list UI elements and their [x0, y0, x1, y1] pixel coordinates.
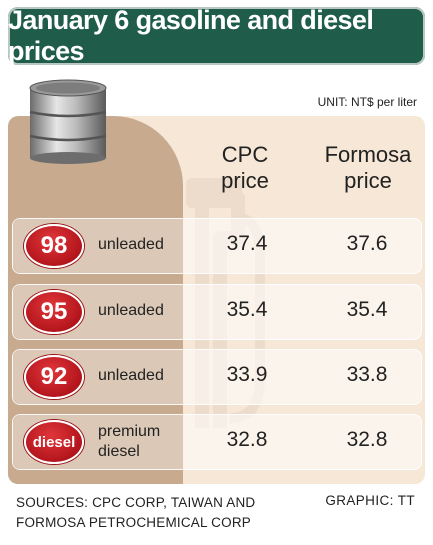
- cpc-price: 33.9: [226, 363, 268, 386]
- chart-title: January 6 gasoline and diesel prices: [8, 5, 374, 66]
- title-bar: January 6 gasoline and diesel prices: [8, 5, 425, 66]
- column-header-word: Formosa: [324, 142, 412, 167]
- diesel-badge: diesel: [24, 420, 84, 464]
- fuel-label: unleaded: [98, 366, 164, 386]
- fuel-label-line1: unleaded: [98, 236, 164, 253]
- unit-note: UNIT: NT$ per liter: [317, 95, 417, 109]
- column-header-word: price: [344, 168, 392, 193]
- cpc-price: 35.4: [226, 298, 268, 321]
- fuel-label-line1: unleaded: [98, 302, 164, 319]
- formosa-price: 32.8: [346, 428, 388, 451]
- table-row: diesel premium diesel 32.8 32.8: [12, 414, 422, 470]
- cpc-price: 32.8: [226, 428, 268, 451]
- column-header-cpc: CPC price: [200, 142, 290, 194]
- table-row: 98 unleaded 37.4 37.6: [12, 218, 422, 274]
- column-header-word: CPC: [221, 142, 269, 167]
- fuel-label: unleaded: [98, 235, 164, 255]
- octane-98-badge: 98: [24, 224, 84, 268]
- formosa-price: 33.8: [346, 363, 388, 386]
- octane-92-badge: 92: [24, 355, 84, 399]
- graphic-credit: GRAPHIC: TT: [325, 493, 415, 508]
- fuel-label-line2: diesel: [98, 443, 140, 460]
- octane-95-badge: 95: [24, 290, 84, 334]
- formosa-price: 35.4: [346, 298, 388, 321]
- sources-line2: FORMOSA PETROCHEMICAL CORP: [16, 515, 251, 530]
- table-row: 92 unleaded 33.9 33.8: [12, 349, 422, 405]
- oil-barrel-icon: [29, 79, 107, 164]
- fuel-label: premium diesel: [98, 422, 160, 462]
- cpc-price: 37.4: [226, 232, 268, 255]
- fuel-label: unleaded: [98, 301, 164, 321]
- formosa-price: 37.6: [346, 232, 388, 255]
- sources-note: SOURCES: CPC CORP, TAIWAN AND FORMOSA PE…: [16, 493, 255, 533]
- column-header-formosa: Formosa price: [318, 142, 418, 194]
- column-header-word: price: [221, 168, 269, 193]
- fuel-label-line1: premium: [98, 423, 161, 440]
- fuel-label-line1: unleaded: [98, 367, 164, 384]
- table-row: 95 unleaded 35.4 35.4: [12, 284, 422, 340]
- sources-line1: SOURCES: CPC CORP, TAIWAN AND: [16, 495, 256, 510]
